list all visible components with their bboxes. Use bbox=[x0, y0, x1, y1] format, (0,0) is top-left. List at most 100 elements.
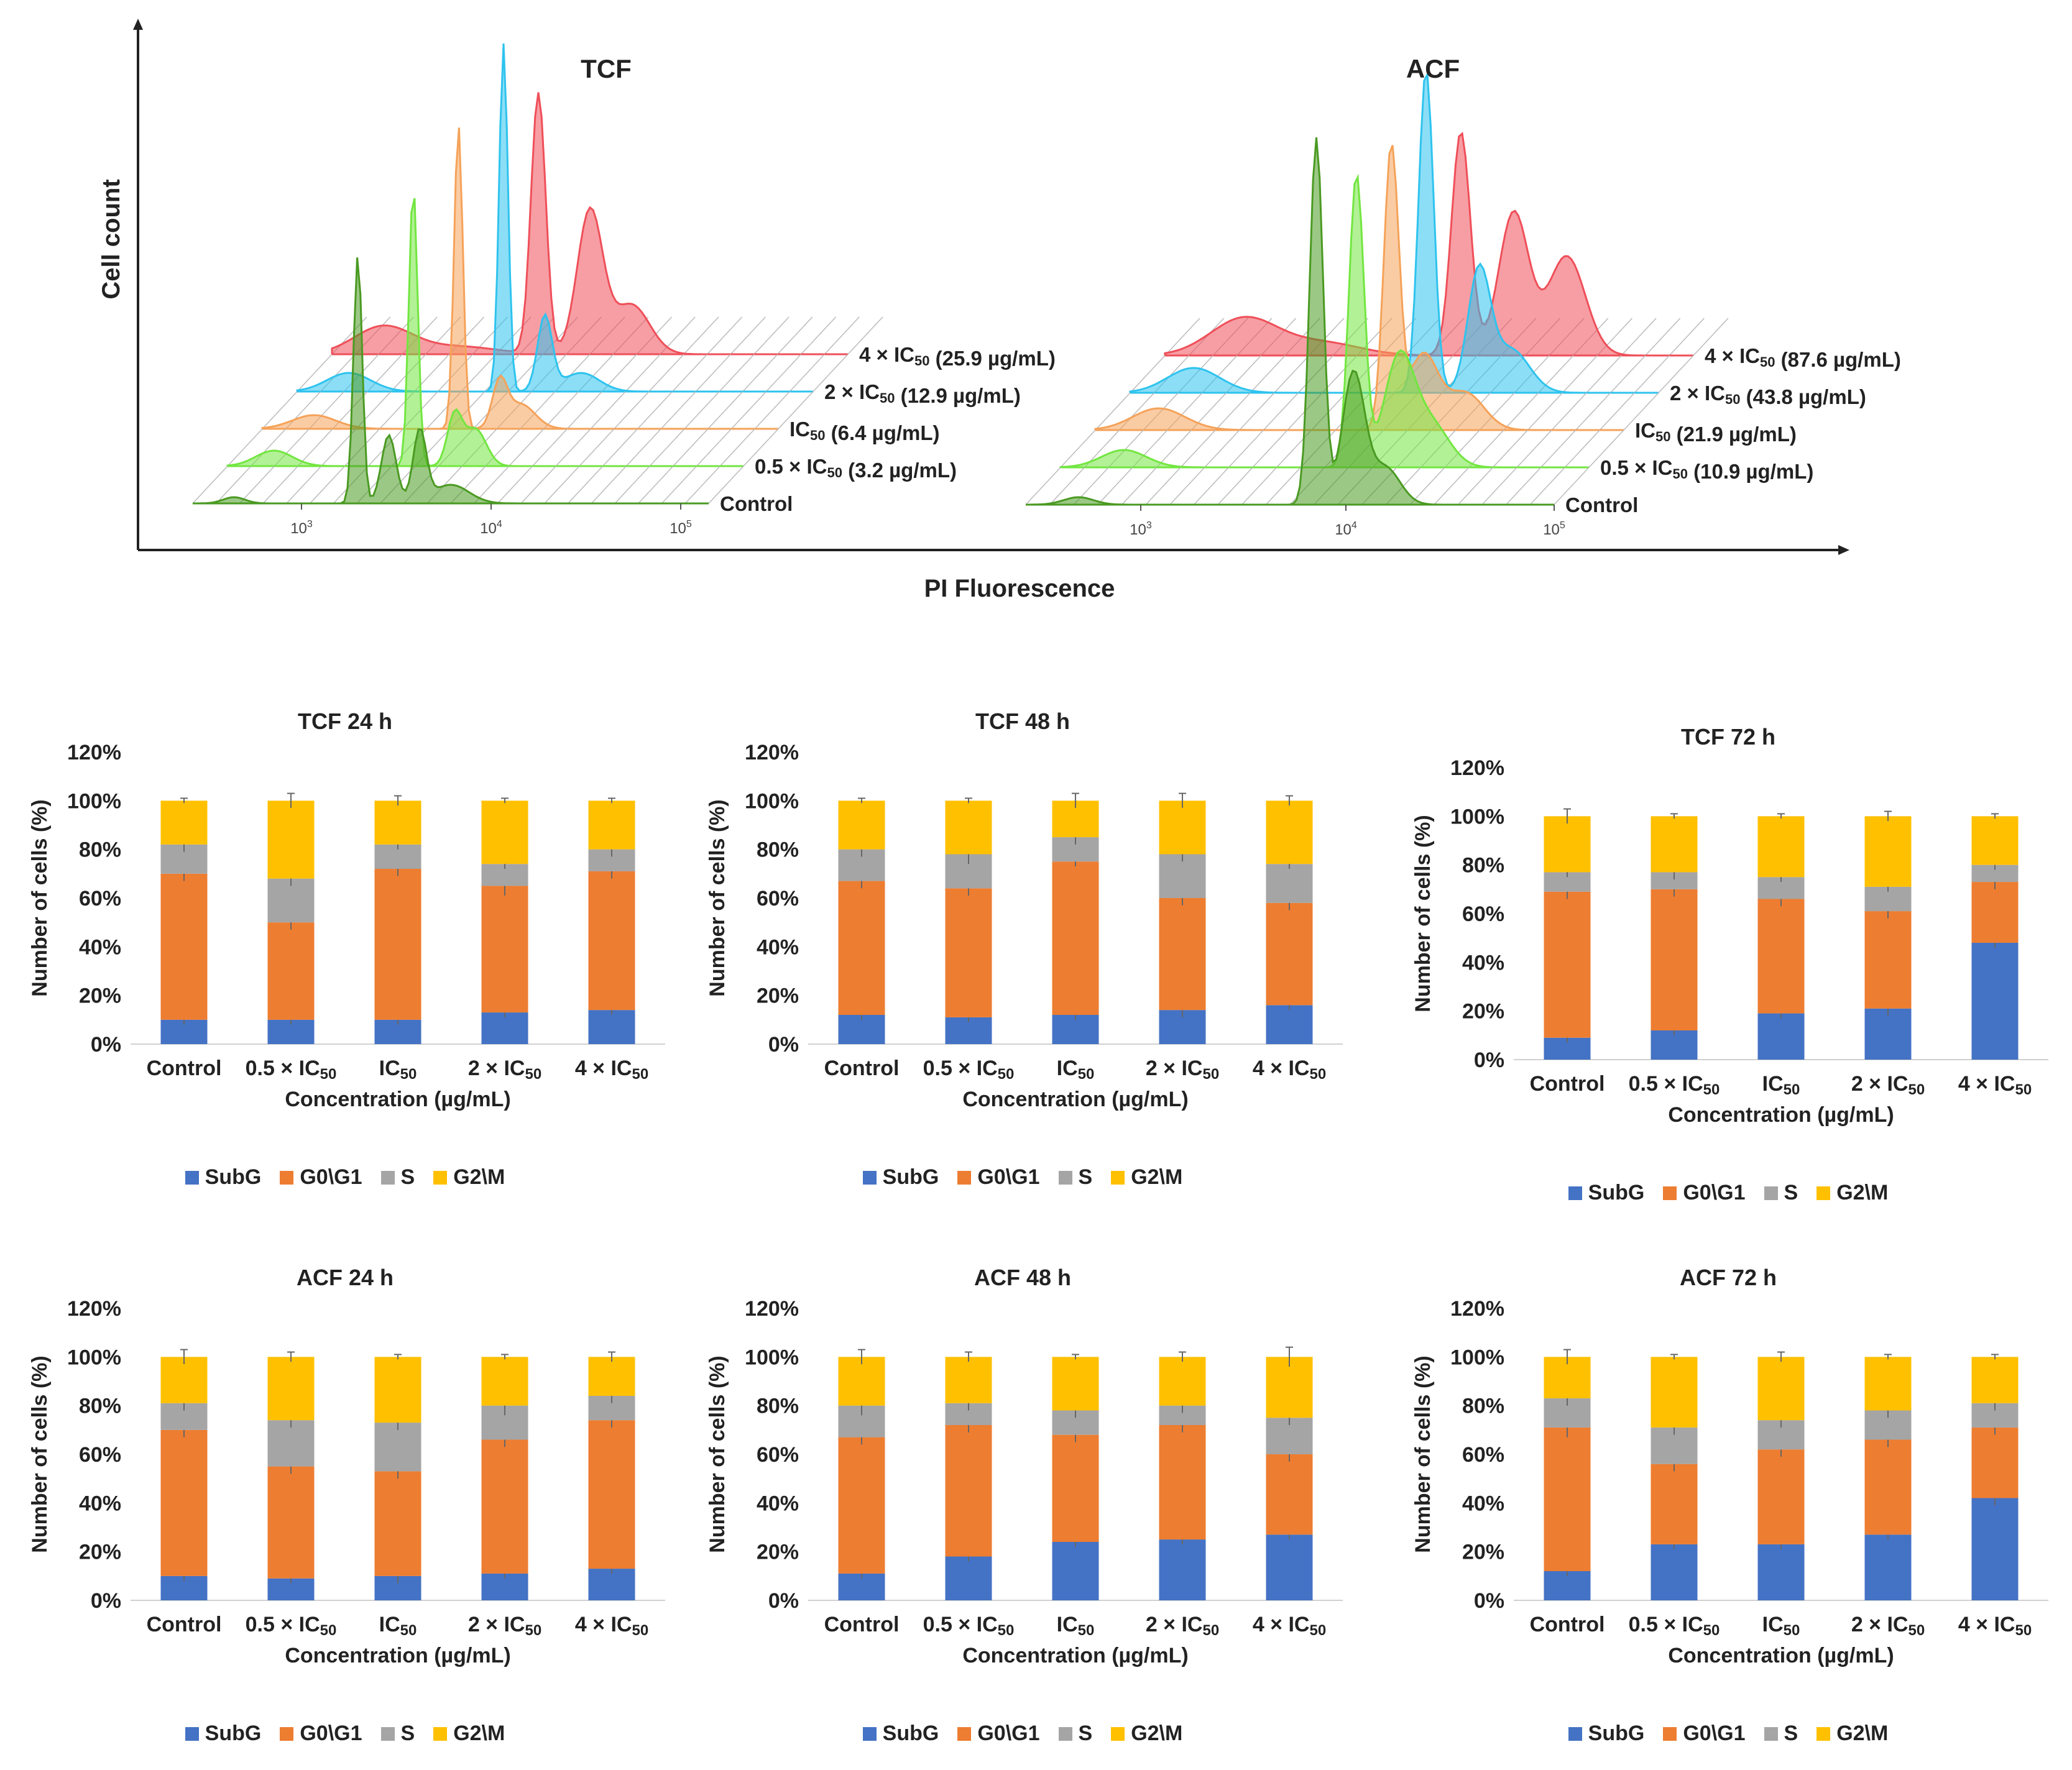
x-tick-label: 2 × IC50 bbox=[468, 1613, 541, 1639]
x-tick-label: IC50 bbox=[1762, 1072, 1800, 1098]
y-axis-arrow bbox=[133, 19, 143, 30]
stacked-bar-chart: 0% 20% 40% 60% 80% 100% 120% Number of cells (%… bbox=[28, 1297, 665, 1667]
bar-segment-g2m bbox=[267, 1357, 315, 1421]
bar-segment-subg bbox=[945, 1556, 992, 1600]
y-tick-label: 120% bbox=[67, 1297, 121, 1321]
legend-item-g0g1: G0\G1 bbox=[280, 1165, 362, 1190]
bar-segment-g0g1 bbox=[1757, 1449, 1805, 1544]
bar-segment-g2m bbox=[481, 1357, 528, 1406]
y-tick-label: 60% bbox=[1462, 1443, 1504, 1467]
panel-title: ACF 24 h bbox=[296, 1265, 394, 1290]
series-label: 0.5 × IC50 (3.2 µg/mL) bbox=[755, 455, 957, 482]
bar-segment-g0g1 bbox=[267, 922, 315, 1020]
y-tick-label: 40% bbox=[79, 935, 121, 959]
y-tick-label: 0% bbox=[768, 1033, 799, 1057]
bar-segment-subg bbox=[1052, 1015, 1099, 1044]
y-tick-label: 60% bbox=[757, 1443, 799, 1467]
bar-segment-g0g1 bbox=[1266, 1454, 1313, 1535]
y-tick-label: 100% bbox=[67, 1346, 121, 1369]
legend: SubG G0\G1 S G2\M bbox=[1396, 1722, 2061, 1746]
legend: SubG G0\G1 S G2\M bbox=[690, 1165, 1355, 1190]
bar-segment-s bbox=[1266, 864, 1313, 903]
bar-segment-g2m bbox=[1266, 1357, 1313, 1418]
y-tick-label: 80% bbox=[1462, 854, 1504, 878]
x-tick-label: Control bbox=[147, 1613, 222, 1636]
x-tick-label: 0.5 × IC50 bbox=[1629, 1613, 1720, 1639]
legend: SubG G0\G1 S G2\M bbox=[12, 1722, 678, 1746]
bar-segment-g0g1 bbox=[1266, 902, 1313, 1006]
bar-segment-g0g1 bbox=[1544, 891, 1591, 1038]
bar-segment-subg bbox=[1052, 1542, 1099, 1600]
series-label: 0.5 × IC50 (10.9 µg/mL) bbox=[1600, 456, 1813, 483]
y-tick-label: 100% bbox=[745, 1346, 799, 1369]
bar-segment-g2m bbox=[1544, 816, 1591, 873]
bar-segment-subg bbox=[1757, 1544, 1805, 1600]
y-tick-label: 120% bbox=[745, 741, 799, 764]
bar-segment-subg bbox=[1971, 1498, 2019, 1600]
legend-item-g0g1: G0\G1 bbox=[1663, 1722, 1746, 1746]
x-tick-label: IC50 bbox=[379, 1057, 417, 1083]
bar-segment-g0g1 bbox=[160, 1429, 208, 1576]
y-tick-label: 80% bbox=[757, 1395, 799, 1418]
x-tick-label: 105 bbox=[670, 519, 692, 537]
bar-segment-g2m bbox=[945, 800, 992, 855]
bar-segment-g2m bbox=[1971, 816, 2019, 865]
bar-panel-tcf-24h: TCF 24 h 0% 20% 40% 60% 80% 100% 120% Number of… bbox=[12, 696, 678, 1212]
bar-segment-s bbox=[374, 1423, 421, 1472]
x-tick-label: 2 × IC50 bbox=[1146, 1613, 1219, 1639]
legend-item-subg: SubG bbox=[185, 1165, 261, 1190]
bar-segment-g0g1 bbox=[945, 1425, 992, 1557]
bar-segment-subg bbox=[588, 1010, 635, 1044]
x-axis-label: PI Fluorescence bbox=[924, 575, 1115, 602]
panel-title: TCF 72 h bbox=[1680, 724, 1775, 750]
x-axis-label: Concentration (µg/mL) bbox=[1668, 1644, 1894, 1667]
grid-plane bbox=[227, 428, 779, 467]
flow-histogram-figure: Cell count PI Fluorescence 4 × IC50 (25.9 … bbox=[98, 19, 1901, 602]
bar-segment-g2m bbox=[1651, 816, 1698, 873]
x-tick-label: Control bbox=[824, 1613, 900, 1636]
stacked-bar-chart: 0% 20% 40% 60% 80% 100% 120% Number of cells (%… bbox=[706, 1297, 1343, 1667]
bar-segment-g0g1 bbox=[267, 1466, 315, 1579]
panel-title: TCF 48 h bbox=[975, 708, 1070, 734]
bar-segment-subg bbox=[588, 1569, 635, 1600]
legend-item-g0g1: G0\G1 bbox=[1663, 1181, 1746, 1205]
y-tick-label: 20% bbox=[757, 984, 799, 1008]
bar-segment-subg bbox=[1651, 1030, 1698, 1060]
y-tick-label: 20% bbox=[1462, 1000, 1504, 1024]
bar-segment-g0g1 bbox=[374, 869, 421, 1020]
y-tick-label: 80% bbox=[79, 1395, 121, 1418]
x-tick-label: IC50 bbox=[1057, 1057, 1095, 1083]
bar-segment-g2m bbox=[1757, 816, 1805, 878]
bar-segment-g0g1 bbox=[481, 886, 528, 1013]
bar-segment-g2m bbox=[1864, 816, 1912, 887]
histogram-panel-acf: 4 × IC50 (87.6 µg/mL) 2 × IC50 (43.8 µg/m… bbox=[1025, 54, 1901, 538]
y-tick-label: 80% bbox=[79, 838, 121, 862]
x-tick-label: 4 × IC50 bbox=[1958, 1613, 2032, 1639]
bar-segment-g0g1 bbox=[838, 881, 885, 1015]
x-axis-label: Concentration (µg/mL) bbox=[1668, 1103, 1894, 1127]
bar-segment-subg bbox=[838, 1015, 885, 1044]
x-tick-label: 0.5 × IC50 bbox=[1629, 1072, 1720, 1098]
legend-item-subg: SubG bbox=[1568, 1722, 1644, 1746]
y-tick-label: 60% bbox=[757, 887, 799, 910]
legend-item-subg: SubG bbox=[862, 1165, 939, 1190]
legend-item-s: S bbox=[1058, 1722, 1092, 1746]
y-tick-label: 20% bbox=[79, 984, 121, 1008]
bar-segment-g0g1 bbox=[588, 871, 635, 1011]
bar-segment-g2m bbox=[1266, 800, 1313, 864]
bar-segment-g0g1 bbox=[481, 1439, 528, 1574]
bar-segment-g0g1 bbox=[1864, 911, 1912, 1009]
panel-title: TCF 24 h bbox=[297, 708, 392, 734]
y-tick-label: 80% bbox=[1462, 1395, 1504, 1418]
bar-segment-g2m bbox=[838, 1357, 885, 1406]
y-tick-label: 20% bbox=[79, 1541, 121, 1564]
x-axis-arrow bbox=[1838, 545, 1849, 555]
bar-segment-g0g1 bbox=[1757, 899, 1805, 1014]
x-tick-label: 104 bbox=[1335, 520, 1357, 538]
bar-segment-g2m bbox=[267, 800, 315, 879]
legend-item-s: S bbox=[380, 1165, 415, 1190]
bar-segment-g2m bbox=[374, 1357, 421, 1423]
bar-segment-subg bbox=[1651, 1544, 1698, 1600]
bar-panel-acf-24h: ACF 24 h 0% 20% 40% 60% 80% 100% 120% Number of… bbox=[12, 1252, 678, 1768]
legend-item-subg: SubG bbox=[862, 1722, 939, 1746]
